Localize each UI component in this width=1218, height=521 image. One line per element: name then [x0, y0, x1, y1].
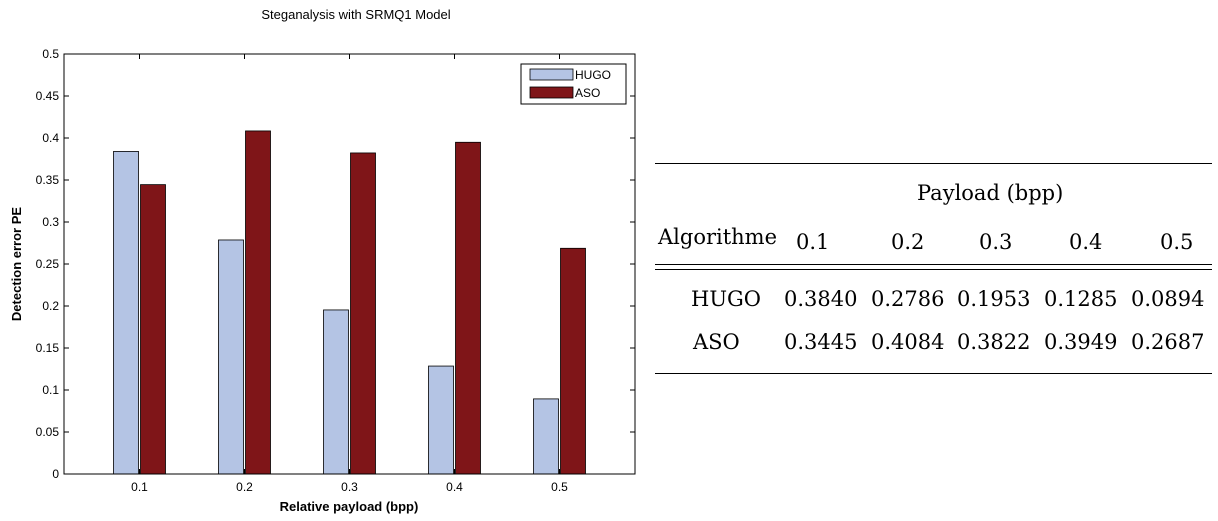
bar-aso [455, 141, 481, 475]
table-column-header: 0.1 [796, 230, 830, 254]
y-tick-label: 0.3 [42, 215, 59, 229]
x-axis-label: Relative payload (bpp) [280, 499, 419, 514]
table-cell: 0.3445 [784, 330, 858, 354]
legend-swatch-aso [529, 86, 574, 99]
bar-aso [560, 247, 586, 475]
y-tick-label: 0 [52, 467, 59, 481]
y-tick-label: 0.1 [42, 383, 59, 397]
table-mid-rule [655, 269, 1212, 270]
table-column-header: 0.4 [1069, 230, 1103, 254]
legend: HUGO ASO [520, 63, 627, 105]
x-tick-label: 0.5 [551, 480, 568, 494]
table-top-rule [655, 163, 1212, 164]
bar-aso [245, 130, 271, 475]
table-cell: 0.1285 [1044, 287, 1118, 311]
table-column-header: 0.5 [1160, 230, 1194, 254]
y-tick-label: 0.2 [42, 299, 59, 313]
bar-aso [350, 152, 376, 475]
y-tick-label: 0.45 [36, 89, 60, 103]
x-tick-label: 0.1 [131, 480, 148, 494]
bar-hugo [428, 365, 454, 475]
table-cell: 0.2786 [871, 287, 945, 311]
bar-aso [140, 184, 166, 475]
legend-label-hugo: HUGO [575, 68, 611, 82]
table-column-header: 0.3 [979, 230, 1013, 254]
chart-title: Steganalysis with SRMQ1 Model [261, 7, 450, 22]
table-mid-rule [655, 264, 1212, 265]
table-group-header: Payload (bpp) [917, 181, 1064, 205]
table-cell: 0.3949 [1044, 330, 1118, 354]
y-tick-label: 0.35 [36, 173, 60, 187]
x-tick-label: 0.3 [341, 480, 358, 494]
table-cell: 0.0894 [1131, 287, 1205, 311]
legend-label-aso: ASO [575, 86, 600, 100]
bar-hugo [113, 151, 139, 475]
y-axis-label: Detection error PE [9, 207, 24, 321]
table-row-header: Algorithme [658, 225, 778, 249]
table-cell: 0.2687 [1131, 330, 1205, 354]
x-tick-label: 0.4 [446, 480, 463, 494]
y-tick-label: 0.15 [36, 341, 60, 355]
bar-chart: Steganalysis with SRMQ1 Model 0 0.05 0.1 0.… [9, 7, 636, 514]
table-row-label: ASO [693, 330, 740, 354]
table-bottom-rule [655, 373, 1212, 374]
table-cell: 0.3840 [784, 287, 858, 311]
bar-hugo [218, 239, 244, 475]
table-column-header: 0.2 [891, 230, 925, 254]
bar-hugo [323, 309, 349, 475]
y-tick-label: 0.05 [36, 425, 60, 439]
y-tick-label: 0.4 [42, 131, 59, 145]
bar-hugo [533, 398, 559, 475]
x-tick-label: 0.2 [236, 480, 253, 494]
table-cell: 0.4084 [871, 330, 945, 354]
y-tick-label: 0.5 [42, 47, 59, 61]
table-cell: 0.3822 [957, 330, 1031, 354]
table-row-label: HUGO [691, 287, 762, 311]
table-cell: 0.1953 [957, 287, 1031, 311]
legend-swatch-hugo [529, 68, 574, 81]
y-tick-label: 0.25 [36, 257, 60, 271]
